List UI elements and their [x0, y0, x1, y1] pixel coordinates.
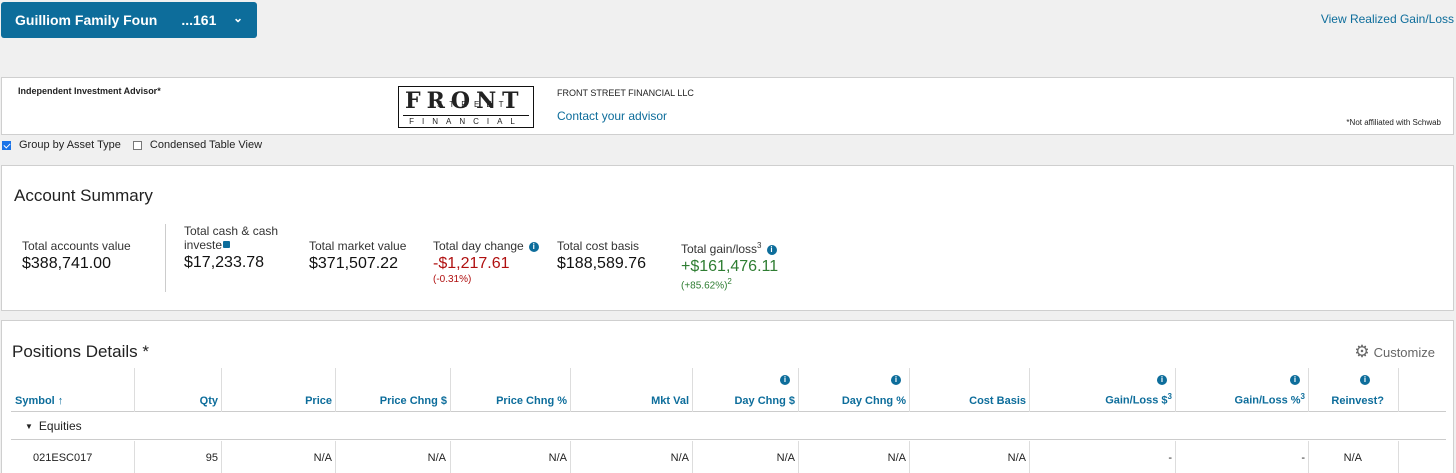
column-day-chng-pct[interactable]: i Day Chng % [799, 368, 910, 412]
customize-button[interactable]: ⚙ Customize [1354, 342, 1435, 361]
group-equities[interactable]: ▼ Equities [11, 413, 1446, 440]
info-icon[interactable] [223, 241, 231, 248]
condensed-table-view-checkbox[interactable]: Condensed Table View [132, 139, 262, 151]
account-summary-title: Account Summary [14, 186, 153, 205]
column-price[interactable]: Price [222, 368, 336, 412]
total-gain-loss: Total gain/loss3 i +$161,476.11 (+85.62%)… [681, 241, 779, 292]
column-gain-loss-dollar[interactable]: i Gain/Loss $3 [1030, 368, 1176, 412]
view-options: Group by Asset Type Condensed Table View [2, 139, 274, 151]
info-icon[interactable]: i [780, 375, 790, 385]
column-symbol[interactable]: Symbol ↑ [11, 368, 135, 412]
advisor-panel: Independent Investment Advisor* FRONT ST… [1, 77, 1454, 135]
checkbox-checked[interactable] [2, 140, 11, 150]
info-icon[interactable]: i [891, 375, 901, 385]
table-row: 021ESC017 95 N/A N/A N/A N/A N/A N/A N/A… [11, 441, 1446, 473]
column-gain-loss-pct[interactable]: i Gain/Loss %3 [1176, 368, 1309, 412]
advisor-firm-name: FRONT STREET FINANCIAL LLC [557, 88, 694, 98]
column-mkt-val[interactable]: Mkt Val [571, 368, 693, 412]
column-day-chng-dollar[interactable]: i Day Chng $ [693, 368, 799, 412]
column-price-chng-pct[interactable]: Price Chng % [451, 368, 571, 412]
caret-down-icon: ▼ [25, 421, 33, 431]
advisor-logo: FRONT STREET FINANCIAL [398, 86, 534, 128]
account-name: Guilliom Family Foun [15, 12, 158, 28]
info-icon[interactable]: i [766, 245, 777, 255]
checkbox-unchecked[interactable] [132, 140, 142, 150]
positions-details: Positions Details * ⚙ Customize Symbol ↑… [1, 320, 1454, 473]
column-qty[interactable]: Qty [135, 368, 222, 412]
column-price-chng-dollar[interactable]: Price Chng $ [336, 368, 451, 412]
total-cost-basis: Total cost basis $188,589.76 [557, 239, 646, 272]
contact-advisor-link[interactable]: Contact your advisor [557, 109, 668, 123]
group-by-asset-type-checkbox[interactable]: Group by Asset Type [2, 139, 121, 151]
total-market-value: Total market value $371,507.22 [309, 239, 407, 272]
info-icon[interactable]: i [1157, 375, 1167, 385]
positions-table-header: Symbol ↑ Qty Price Price Chng $ Price Ch… [11, 368, 1446, 412]
column-reinvest[interactable]: i Reinvest? [1309, 368, 1399, 412]
info-icon[interactable]: i [528, 242, 539, 252]
total-day-change: Total day change i -$1,217.61 (-0.31%) [433, 239, 539, 285]
advisor-label: Independent Investment Advisor* [18, 86, 161, 96]
info-icon[interactable]: i [1360, 375, 1370, 385]
account-selector[interactable]: Guilliom Family Foun ...161 ⌄ [1, 2, 257, 38]
total-accounts-value: Total accounts value $388,741.00 [22, 239, 131, 272]
positions-title: Positions Details * [12, 342, 150, 361]
account-summary: Account Summary Total accounts value $38… [1, 165, 1454, 311]
gear-icon: ⚙ [1354, 342, 1370, 361]
view-realized-gain-loss-link[interactable]: View Realized Gain/Loss [1320, 12, 1454, 26]
total-cash-value: Total cash & cash investe $17,233.78 [184, 224, 279, 271]
chevron-down-icon: ⌄ [232, 11, 243, 25]
summary-divider [165, 224, 166, 292]
account-number: ...161 [181, 12, 217, 28]
column-cost-basis[interactable]: Cost Basis [910, 368, 1030, 412]
disclaimer-text: *Not affiliated with Schwab [1346, 118, 1441, 127]
info-icon[interactable]: i [1290, 375, 1300, 385]
